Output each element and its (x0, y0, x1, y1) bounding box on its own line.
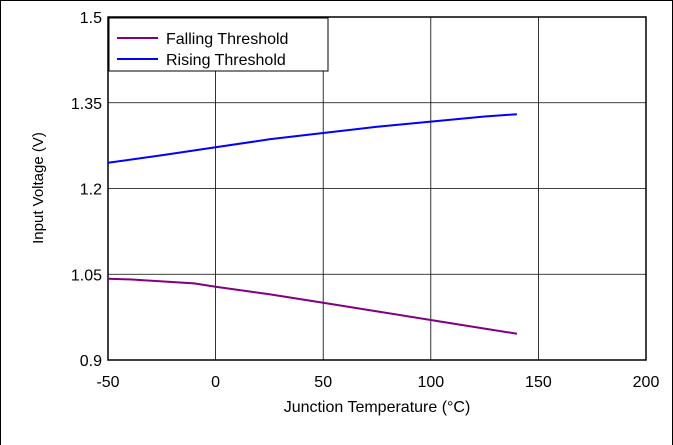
y-tick-label: 1.2 (80, 182, 102, 199)
x-tick-label: 100 (417, 374, 444, 391)
x-tick-label: 200 (633, 374, 660, 391)
x-tick-label: 0 (211, 374, 220, 391)
plot-area (107, 16, 647, 361)
y-axis-label: Input Voltage (V) (30, 132, 47, 244)
y-tick-label: 0.9 (80, 353, 102, 370)
x-tick-label: -50 (96, 374, 119, 391)
x-axis-label: Junction Temperature (°C) (284, 399, 471, 416)
x-tick-label: 150 (525, 374, 552, 391)
legend-box (108, 17, 329, 72)
y-tick-label: 1.05 (71, 267, 102, 284)
x-tick-label: 50 (314, 374, 332, 391)
y-tick-labels: 0.9 1.05 1.2 1.35 1.5 (71, 10, 102, 370)
series-line-0 (107, 277, 518, 335)
series-line-1 (107, 113, 517, 164)
legend: Falling Threshold Rising Threshold (108, 17, 329, 72)
legend-label-falling: Falling Threshold (166, 31, 288, 48)
legend-label-rising: Rising Threshold (166, 52, 286, 69)
x-tick-labels: -50 0 50 100 150 200 (96, 374, 659, 391)
y-tick-label: 1.35 (71, 96, 102, 113)
y-tick-label: 1.5 (80, 10, 102, 27)
grid-lines (108, 17, 646, 360)
series-layer (107, 113, 518, 335)
